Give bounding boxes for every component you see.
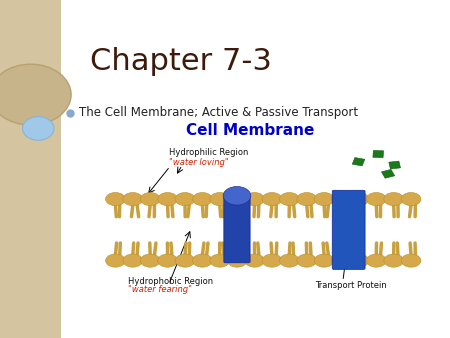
Circle shape xyxy=(123,192,143,206)
Text: Cell Membrane: Cell Membrane xyxy=(185,123,314,138)
Circle shape xyxy=(0,64,71,125)
Circle shape xyxy=(106,192,125,206)
Circle shape xyxy=(366,192,386,206)
Circle shape xyxy=(158,254,177,267)
Circle shape xyxy=(175,192,195,206)
FancyBboxPatch shape xyxy=(224,197,250,263)
Circle shape xyxy=(262,254,282,267)
Text: The Cell Membrane; Active & Passive Transport: The Cell Membrane; Active & Passive Tran… xyxy=(79,106,358,119)
Circle shape xyxy=(123,254,143,267)
Circle shape xyxy=(314,192,334,206)
Circle shape xyxy=(297,254,317,267)
Text: Transport Protein: Transport Protein xyxy=(315,281,387,290)
Text: Hydrophilic Region: Hydrophilic Region xyxy=(169,148,248,157)
Circle shape xyxy=(401,192,421,206)
Text: "water loving": "water loving" xyxy=(169,158,229,167)
Text: Hydrophobic Region: Hydrophobic Region xyxy=(128,277,213,286)
Circle shape xyxy=(401,254,421,267)
Circle shape xyxy=(245,192,265,206)
Circle shape xyxy=(297,192,317,206)
Circle shape xyxy=(140,254,160,267)
FancyBboxPatch shape xyxy=(332,190,365,269)
Circle shape xyxy=(22,117,54,140)
Circle shape xyxy=(227,254,247,267)
Circle shape xyxy=(262,192,282,206)
Circle shape xyxy=(210,254,230,267)
Circle shape xyxy=(314,254,334,267)
Circle shape xyxy=(223,187,251,205)
Circle shape xyxy=(227,192,247,206)
Bar xyxy=(0,0,61,338)
Circle shape xyxy=(384,192,404,206)
Circle shape xyxy=(332,192,351,206)
Circle shape xyxy=(106,254,125,267)
Circle shape xyxy=(193,254,212,267)
Circle shape xyxy=(279,254,299,267)
Text: Chapter 7-3: Chapter 7-3 xyxy=(90,47,272,76)
Circle shape xyxy=(384,254,404,267)
Circle shape xyxy=(210,192,230,206)
Circle shape xyxy=(245,254,265,267)
Circle shape xyxy=(140,192,160,206)
Circle shape xyxy=(279,192,299,206)
Text: "water fearing": "water fearing" xyxy=(128,285,192,294)
Circle shape xyxy=(158,192,177,206)
Circle shape xyxy=(193,192,212,206)
Circle shape xyxy=(349,254,369,267)
Circle shape xyxy=(349,192,369,206)
Circle shape xyxy=(366,254,386,267)
Circle shape xyxy=(175,254,195,267)
Circle shape xyxy=(332,254,351,267)
